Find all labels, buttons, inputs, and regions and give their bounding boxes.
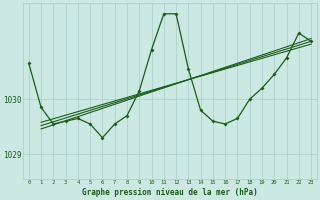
X-axis label: Graphe pression niveau de la mer (hPa): Graphe pression niveau de la mer (hPa) xyxy=(82,188,258,197)
